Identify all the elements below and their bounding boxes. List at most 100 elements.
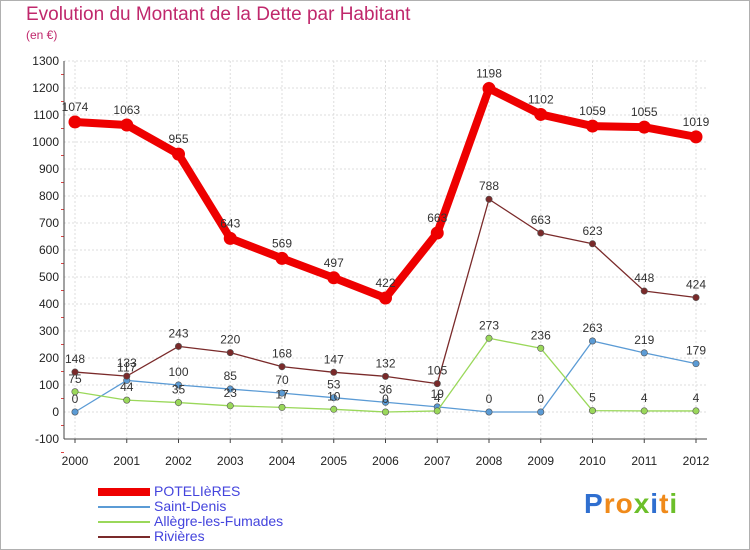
data-point — [381, 398, 389, 406]
data-point — [537, 229, 545, 237]
data-point — [640, 407, 648, 415]
data-label: 0 — [382, 392, 389, 406]
data-label: 422 — [375, 276, 395, 290]
data-label: 0 — [486, 392, 493, 406]
legend: POTELIèRES Saint-Denis Allègre-les-Fumades… — [98, 483, 358, 544]
data-point — [123, 372, 131, 380]
data-point — [175, 381, 183, 389]
data-point — [379, 291, 392, 305]
y-tick-label: 900 — [39, 162, 59, 176]
data-label: 17 — [275, 387, 289, 401]
proxiti-logo: Proxiti — [584, 488, 678, 520]
y-tick-label: 1200 — [32, 81, 59, 95]
data-label: 273 — [479, 318, 499, 332]
data-point — [692, 360, 700, 368]
data-point — [430, 226, 444, 240]
x-tick-label: 2002 — [165, 454, 192, 468]
data-point — [123, 396, 131, 404]
x-tick-label: 2004 — [269, 454, 296, 468]
logo-letter: x — [633, 488, 651, 519]
data-label: 448 — [634, 271, 654, 285]
data-label: 4 — [693, 391, 700, 405]
data-point — [433, 407, 441, 415]
data-label: 147 — [324, 352, 344, 366]
legend-label: Saint-Denis — [154, 498, 227, 514]
x-tick-label: 2005 — [320, 454, 347, 468]
data-label: 117 — [117, 360, 136, 374]
data-point — [278, 389, 286, 397]
y-tick-label: 600 — [39, 243, 59, 257]
logo-letter: P — [584, 488, 604, 519]
data-label: 263 — [582, 321, 602, 335]
y-tick-label: 700 — [39, 216, 59, 230]
y-tick-label: 1100 — [33, 108, 59, 122]
y-tick-label: 400 — [39, 297, 59, 311]
data-point — [330, 394, 338, 402]
legend-label: Rivières — [154, 528, 205, 544]
legend-swatch — [98, 535, 150, 538]
data-label: 1074 — [62, 100, 89, 114]
data-label: 4 — [641, 391, 648, 405]
data-point — [586, 119, 599, 133]
data-point — [534, 107, 548, 121]
data-point — [71, 368, 79, 376]
legend-item: Allègre-les-Fumades — [98, 513, 358, 529]
data-label: 44 — [120, 380, 134, 394]
data-point — [537, 408, 545, 416]
data-point — [485, 195, 493, 203]
legend-item: POTELIèRES — [98, 483, 358, 499]
data-label: 569 — [272, 236, 292, 250]
data-label: 100 — [168, 365, 188, 379]
data-point — [588, 337, 596, 345]
data-point — [226, 349, 234, 357]
x-tick-label: 2000 — [62, 454, 89, 468]
data-point — [223, 231, 237, 245]
data-label: 75 — [68, 372, 82, 386]
logo-letter: o — [615, 488, 634, 519]
x-tick-label: 2011 — [631, 454, 657, 468]
y-tick-label: 500 — [39, 270, 59, 284]
data-point — [120, 118, 134, 132]
data-point — [482, 82, 496, 96]
data-point — [485, 334, 493, 342]
data-label: 1063 — [113, 103, 140, 117]
y-tick-label: 800 — [39, 189, 59, 203]
data-label: 955 — [168, 132, 188, 146]
data-label: 236 — [531, 328, 551, 342]
data-point — [330, 405, 338, 413]
legend-label: POTELIèRES — [154, 483, 241, 499]
data-label: 19 — [431, 387, 445, 401]
data-label: 623 — [582, 224, 602, 238]
y-tick-label: 200 — [39, 351, 59, 365]
data-label: 497 — [324, 256, 344, 270]
data-label: 105 — [427, 364, 447, 378]
logo-letter: i — [669, 488, 679, 519]
logo-letter: r — [603, 488, 616, 519]
x-tick-label: 2001 — [113, 454, 140, 468]
y-tick-label: -100 — [35, 432, 59, 446]
data-label: 1055 — [631, 105, 658, 119]
data-label: 663 — [427, 211, 447, 225]
data-point — [640, 287, 648, 295]
data-label: 219 — [634, 333, 654, 347]
data-point — [433, 380, 441, 388]
data-label: 148 — [65, 352, 85, 366]
data-point — [330, 368, 338, 376]
data-label: 1019 — [683, 115, 710, 129]
data-point — [175, 399, 183, 407]
data-label: 1059 — [579, 104, 606, 118]
data-label: 70 — [275, 373, 289, 387]
data-label: 132 — [375, 356, 395, 370]
data-label: 36 — [379, 382, 393, 396]
data-point — [175, 342, 183, 350]
data-point — [278, 363, 286, 371]
data-label: 0 — [537, 392, 544, 406]
legend-item: Saint-Denis — [98, 498, 358, 514]
data-point — [692, 407, 700, 415]
data-point — [71, 408, 79, 416]
x-tick-label: 2007 — [424, 454, 451, 468]
data-point — [71, 388, 79, 396]
data-label: 424 — [686, 278, 706, 292]
logo-letter: t — [659, 488, 670, 519]
